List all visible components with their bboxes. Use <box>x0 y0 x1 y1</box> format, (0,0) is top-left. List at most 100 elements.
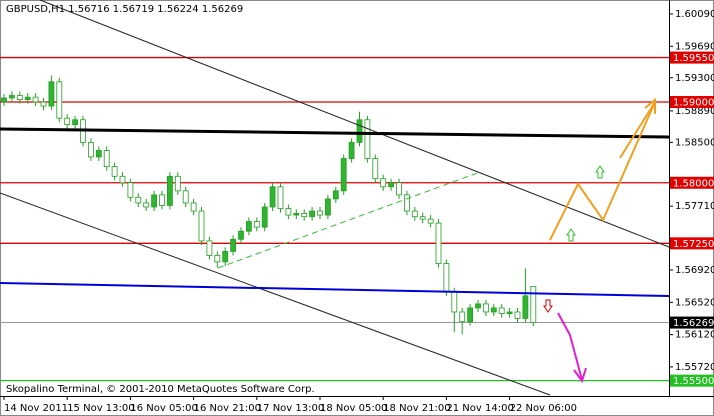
forecast-arrow <box>549 101 656 241</box>
candle-body <box>8 95 15 99</box>
y-tick-label: 1.57710 <box>675 201 714 212</box>
price-box-label: 1.55500 <box>673 376 714 387</box>
price-box <box>670 316 714 329</box>
candle-body <box>506 311 513 314</box>
candle-body <box>103 150 110 168</box>
candle-body <box>498 307 505 314</box>
candle-body <box>135 196 142 204</box>
candle-body <box>467 307 474 323</box>
candle-body <box>482 303 489 313</box>
candle-body <box>32 96 39 103</box>
y-tick-label: 1.55720 <box>675 362 714 373</box>
candle-body <box>198 210 205 242</box>
candle-body <box>277 186 284 210</box>
candle-body <box>522 295 529 319</box>
candle-body <box>1 97 7 103</box>
candle-body <box>419 216 426 220</box>
candle-body <box>182 190 189 204</box>
trend-line <box>0 127 670 139</box>
buy-arrow <box>595 165 605 179</box>
price-box <box>670 96 714 109</box>
candle-body <box>24 96 31 100</box>
candle-body <box>40 101 47 107</box>
candle-body <box>166 175 173 206</box>
drawings <box>0 0 670 396</box>
candle-body <box>111 166 118 177</box>
candle-body <box>324 198 331 216</box>
y-tick-label: 1.56120 <box>675 330 714 341</box>
price-box <box>670 51 714 64</box>
candle-body <box>88 141 94 158</box>
candle-body <box>72 119 78 126</box>
sell-arrow <box>543 299 553 313</box>
y-tick-label: 1.58500 <box>675 137 714 148</box>
x-tick-label: 15 Nov 13:00 <box>67 403 134 414</box>
chart-title: GBPUSD,H1 1.56716 1.56719 1.56224 1.5626… <box>6 4 243 15</box>
candle-body <box>245 221 252 232</box>
candle-body <box>348 141 355 159</box>
candle-body <box>253 221 260 228</box>
candle-body <box>222 251 229 263</box>
price-box <box>670 237 714 250</box>
candle-body <box>514 311 521 319</box>
candle-body <box>411 210 418 218</box>
candle-body <box>475 303 481 309</box>
candle-body <box>332 190 339 200</box>
price-box-label: 1.56269 <box>673 318 714 329</box>
candle-body <box>293 213 300 216</box>
y-tick-label: 1.60090 <box>675 9 714 20</box>
candle-body <box>427 218 434 224</box>
candle-body <box>459 311 466 323</box>
candle-body <box>388 182 395 188</box>
candle-body <box>151 194 158 208</box>
candle-body <box>340 158 347 192</box>
candle-body <box>159 194 165 206</box>
candle-body <box>317 210 323 216</box>
candle-body <box>214 255 221 263</box>
trend-line <box>217 171 481 269</box>
x-tick-label: 17 Nov 13:00 <box>257 403 324 414</box>
candle-body <box>443 263 450 293</box>
channel-line <box>39 0 670 248</box>
buy-arrow <box>566 228 576 242</box>
candle-body <box>490 307 497 313</box>
price-box-label: 1.58000 <box>673 178 714 189</box>
candle-body <box>285 208 292 216</box>
candle-body <box>301 213 308 218</box>
arrow-head <box>573 367 587 384</box>
y-tick-label: 1.58890 <box>675 106 714 117</box>
forecast-arrow <box>557 312 583 381</box>
channel-line <box>0 192 551 396</box>
price-box-label: 1.59000 <box>673 98 714 109</box>
candle-body <box>56 81 63 119</box>
price-box-label: 1.59550 <box>673 53 714 64</box>
candle-body <box>269 186 276 208</box>
candle-body <box>64 117 71 126</box>
price-box-label: 1.57250 <box>673 239 714 250</box>
candle-body <box>143 202 150 208</box>
candle-body <box>364 119 371 159</box>
y-tick-label: 1.56920 <box>675 265 714 276</box>
y-tick-label: 1.56520 <box>675 297 714 308</box>
forecast-arrow <box>619 101 656 159</box>
x-tick-label: 21 Nov 14:00 <box>446 403 513 414</box>
x-tick-label: 22 Nov 06:00 <box>510 403 577 414</box>
x-tick-label: 18 Nov 05:00 <box>320 403 387 414</box>
arrow-head <box>644 97 656 114</box>
candle-body <box>372 158 379 180</box>
candle-body <box>95 150 102 158</box>
x-tick-label: 14 Nov 2011 <box>4 403 68 414</box>
x-tick-label: 18 Nov 21:00 <box>383 403 450 414</box>
candle-body <box>309 210 316 218</box>
candle-body <box>206 240 213 256</box>
candle-body <box>435 222 442 264</box>
y-tick-label: 1.59690 <box>675 41 714 52</box>
candle-body <box>174 175 181 192</box>
candle-body <box>451 291 458 313</box>
candle-body <box>119 175 126 184</box>
candle-body <box>238 230 244 240</box>
candle-body <box>127 182 134 198</box>
candle-body <box>403 194 410 212</box>
